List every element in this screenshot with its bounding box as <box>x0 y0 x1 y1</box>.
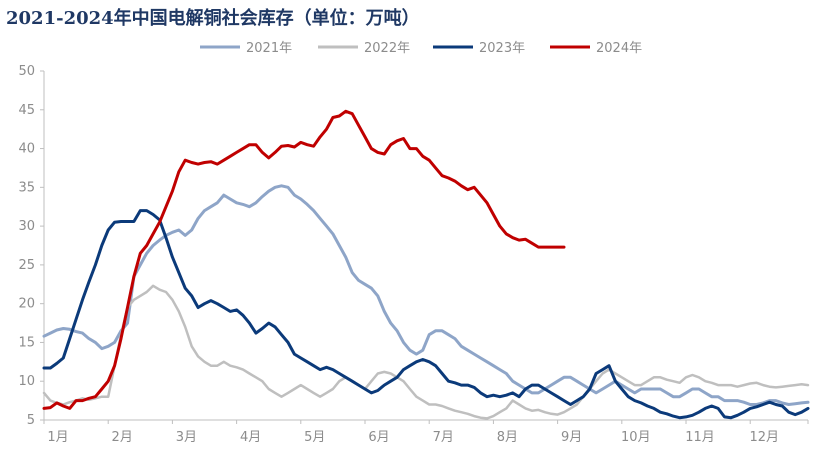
y-tick-label: 45 <box>18 103 35 118</box>
x-tick-label: 11月 <box>685 430 715 445</box>
x-tick-label: 5月 <box>304 430 325 445</box>
y-tick-label: 30 <box>18 219 35 234</box>
y-tick-label: 20 <box>18 297 35 312</box>
legend-label: 2022年 <box>364 41 410 56</box>
legend-label: 2021年 <box>246 41 292 56</box>
legend-label: 2024年 <box>596 41 642 56</box>
x-tick-label: 8月 <box>497 430 518 445</box>
series-line-2024年 <box>42 109 566 410</box>
x-tick-label: 1月 <box>47 430 68 445</box>
x-tick-label: 6月 <box>368 430 389 445</box>
y-tick-label: 5 <box>27 413 35 428</box>
x-tick-label: 4月 <box>240 430 261 445</box>
x-tick-label: 10月 <box>621 430 651 445</box>
x-tick-label: 12月 <box>749 430 779 445</box>
series-group <box>42 109 810 420</box>
y-tick-label: 50 <box>18 64 35 79</box>
y-tick-label: 15 <box>18 335 35 350</box>
series-line-2022年 <box>42 284 810 420</box>
series-line-2021年 <box>42 184 810 406</box>
y-tick-label: 10 <box>18 374 35 389</box>
x-tick-label: 9月 <box>561 430 582 445</box>
x-tick-label: 7月 <box>433 430 454 445</box>
legend-label: 2023年 <box>479 41 525 56</box>
legend: 2021年 2022年 2023年 2024年 <box>200 41 642 56</box>
y-tick-label: 25 <box>18 258 35 273</box>
x-tick-label: 2月 <box>112 430 133 445</box>
axes: 5 10 15 20 25 30 35 40 45 50 1月 2月 3月 4月 5月 6月 7月 8月 9月 10月… <box>18 64 809 445</box>
series-line-2023年 <box>42 209 810 420</box>
y-tick-label: 40 <box>18 142 35 157</box>
y-tick-label: 35 <box>18 180 35 195</box>
chart-title: 2021-2024年中国电解铜社会库存（单位：万吨） <box>6 8 420 29</box>
x-tick-label: 3月 <box>176 430 197 445</box>
